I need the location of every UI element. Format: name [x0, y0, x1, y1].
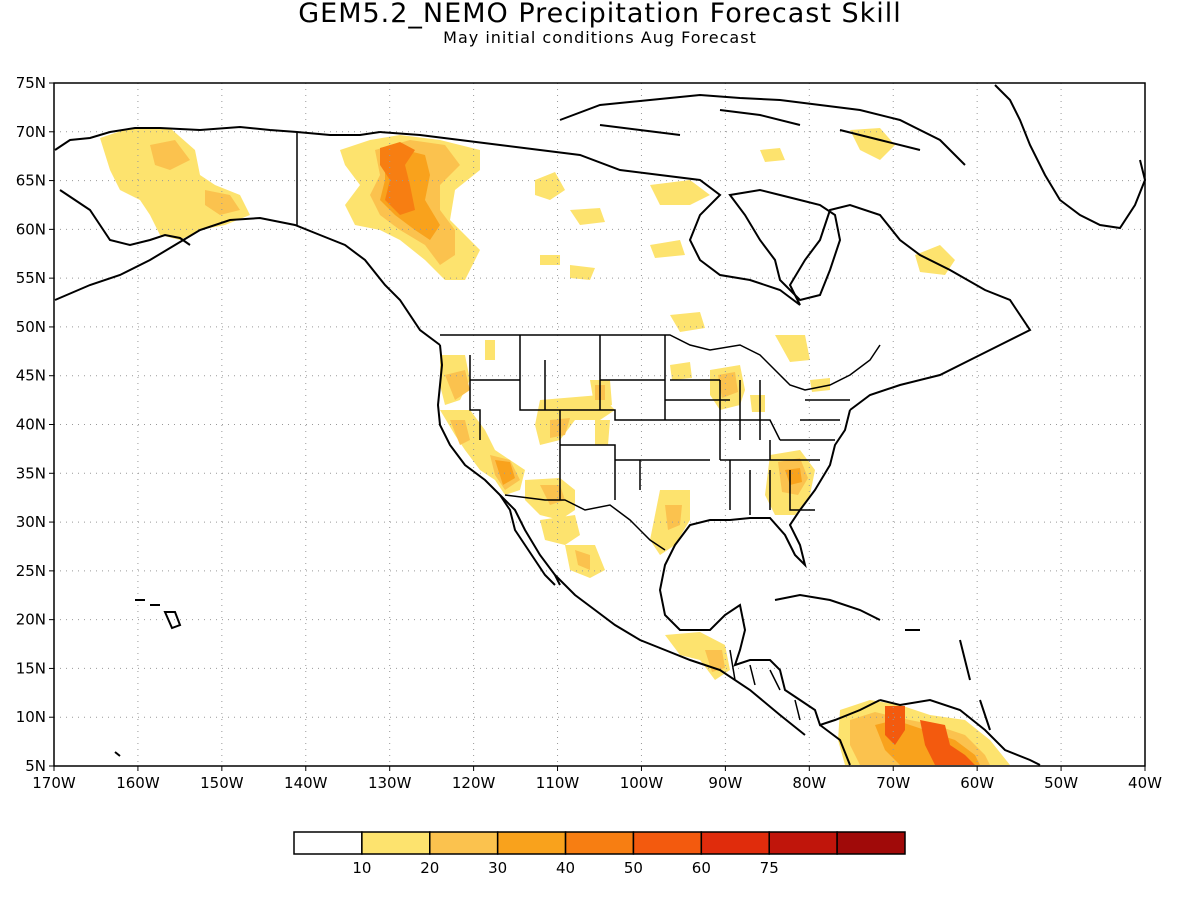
- coast-baja: [499, 494, 556, 586]
- legend-swatch: [429, 831, 499, 855]
- political-borders: [296, 132, 881, 721]
- lon-tick-label: 110W: [536, 774, 580, 792]
- skill-patch-utah-2: [550, 385, 605, 438]
- coastlines: [54, 84, 1147, 766]
- lat-tick-label: 60N: [16, 220, 46, 238]
- axis-ticks: [49, 82, 1146, 771]
- border-us-canada: [440, 334, 881, 391]
- chart-subtitle: May initial conditions Aug Forecast: [443, 28, 757, 47]
- skill-shading-layer: [100, 128, 1010, 765]
- lat-tick-label: 55N: [16, 269, 46, 287]
- legend-swatch: [632, 831, 703, 855]
- color-legend: 10 20 30 40 50 60 75: [293, 831, 906, 877]
- legend-level-label: 30: [488, 859, 507, 877]
- coast-south-america: [819, 698, 1041, 766]
- coast-caribbean: [774, 593, 991, 731]
- lat-tick-label: 5N: [25, 757, 46, 775]
- coast-hawaii: [114, 599, 182, 757]
- coast-canada-arctic: [379, 131, 1032, 411]
- skill-patch-canada-1: [535, 172, 710, 332]
- skill-patch-west-5: [495, 460, 515, 485]
- lon-tick-label: 100W: [620, 774, 664, 792]
- legend-swatch: [700, 831, 770, 855]
- skill-patch-yukon-top: [380, 142, 415, 215]
- skill-patch-alaska-inner: [150, 140, 240, 215]
- lat-tick-label: 20N: [16, 611, 46, 629]
- legend-swatch: [361, 831, 431, 855]
- skill-patch-lakes: [670, 335, 830, 412]
- lon-tick-label: 90W: [708, 774, 742, 792]
- skill-patch-canada-2: [760, 128, 955, 275]
- legend-level-label: 50: [624, 859, 643, 877]
- lon-tick-label: 130W: [368, 774, 412, 792]
- lon-tick-label: 120W: [452, 774, 496, 792]
- legend-swatch: [564, 831, 635, 855]
- latitude-labels: 75N 70N 65N 60N 55N 50N 45N 40N 35N 30N 25N 20N 15N 1…: [16, 74, 46, 775]
- longitude-labels: 170W 160W 150W 140W 130W 120W 110W 100W 90W 80W 70…: [32, 774, 1162, 792]
- lat-tick-label: 10N: [16, 708, 46, 726]
- skill-patch-lakes-2: [718, 372, 738, 398]
- lat-tick-label: 40N: [16, 416, 46, 434]
- lon-tick-label: 170W: [32, 774, 76, 792]
- lon-tick-label: 40W: [1128, 774, 1162, 792]
- lat-tick-label: 70N: [16, 123, 46, 141]
- lat-tick-label: 35N: [16, 464, 46, 482]
- lat-tick-label: 30N: [16, 513, 46, 531]
- lat-tick-label: 65N: [16, 172, 46, 190]
- skill-patch-sa-4: [885, 706, 975, 765]
- border-us-states: [469, 335, 850, 515]
- legend-swatch: [293, 831, 363, 855]
- coast-gulf: [658, 409, 881, 727]
- lat-tick-label: 50N: [16, 318, 46, 336]
- border-us-mexico: [504, 494, 666, 551]
- lat-tick-label: 25N: [16, 562, 46, 580]
- lon-tick-label: 150W: [200, 774, 244, 792]
- lon-tick-label: 50W: [1044, 774, 1078, 792]
- lat-tick-label: 15N: [16, 659, 46, 677]
- lon-tick-label: 80W: [792, 774, 826, 792]
- border-central-america: [729, 649, 801, 721]
- coast-us-west: [436, 344, 561, 586]
- lon-tick-label: 60W: [960, 774, 994, 792]
- lon-tick-label: 160W: [116, 774, 160, 792]
- skill-patch-central-am-2: [705, 650, 725, 672]
- chart-title: GEM5.2_NEMO Precipitation Forecast Skill: [298, 0, 902, 29]
- coast-greenland: [994, 84, 1147, 230]
- legend-swatch: [768, 831, 838, 855]
- coast-alaska: [54, 125, 441, 346]
- legend-level-label: 75: [760, 859, 779, 877]
- lat-tick-label: 45N: [16, 367, 46, 385]
- lon-tick-label: 70W: [876, 774, 910, 792]
- legend-swatch: [836, 831, 906, 855]
- skill-patch-west-2: [445, 370, 470, 400]
- skill-patch-arizona-2: [540, 485, 590, 570]
- coast-hudson: [728, 188, 842, 302]
- lat-tick-label: 75N: [16, 74, 46, 92]
- legend-level-label: 60: [692, 859, 711, 877]
- skill-patch-texas-2: [665, 505, 682, 530]
- skill-patch-arizona: [525, 478, 605, 578]
- legend-level-label: 10: [352, 859, 371, 877]
- legend-swatch: [496, 831, 567, 855]
- coast-arctic-islands: [559, 93, 966, 166]
- coast-mexico-west: [554, 574, 806, 736]
- legend-level-label: 20: [420, 859, 439, 877]
- legend-level-label: 40: [556, 859, 575, 877]
- lon-tick-label: 140W: [284, 774, 328, 792]
- skill-patch-west-1: [440, 340, 495, 405]
